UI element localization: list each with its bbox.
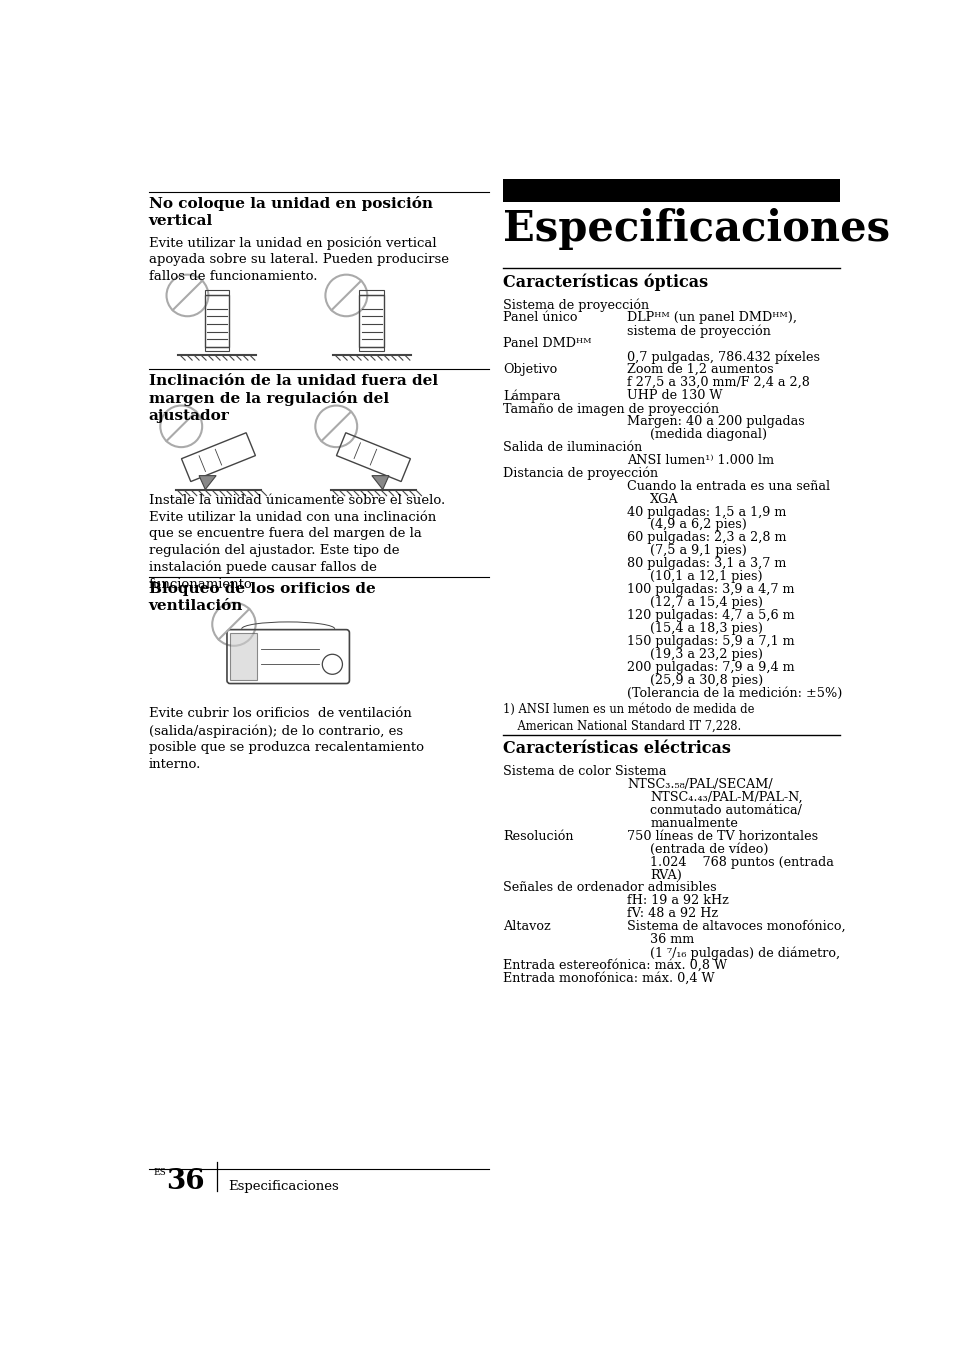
- Text: fH: 19 a 92 kHz: fH: 19 a 92 kHz: [626, 895, 728, 907]
- Text: ES: ES: [153, 1168, 166, 1176]
- Text: 120 pulgadas: 4,7 a 5,6 m: 120 pulgadas: 4,7 a 5,6 m: [626, 608, 794, 622]
- Text: XGA: XGA: [649, 492, 678, 506]
- Text: Sistema de altavoces monofónico,: Sistema de altavoces monofónico,: [626, 921, 844, 933]
- Bar: [359, 295, 384, 347]
- Text: Tamaño de imagen de proyección: Tamaño de imagen de proyección: [502, 402, 719, 415]
- Text: 36: 36: [166, 1168, 204, 1195]
- Text: Bloqueo de los orificios de
ventilación: Bloqueo de los orificios de ventilación: [149, 581, 375, 612]
- Text: (19,3 a 23,2 pies): (19,3 a 23,2 pies): [649, 648, 762, 661]
- Text: (12,7 a 15,4 pies): (12,7 a 15,4 pies): [649, 596, 762, 608]
- Bar: [502, 180, 840, 203]
- Text: (10,1 a 12,1 pies): (10,1 a 12,1 pies): [649, 571, 762, 583]
- Text: (15,4 a 18,3 pies): (15,4 a 18,3 pies): [649, 622, 762, 635]
- Text: Panel único: Panel único: [502, 311, 577, 324]
- Text: Características eléctricas: Características eléctricas: [502, 741, 730, 757]
- Text: NTSC₄.₄₃/PAL-M/PAL-N,: NTSC₄.₄₃/PAL-M/PAL-N,: [649, 791, 801, 804]
- Text: Salida de iluminación: Salida de iluminación: [502, 441, 641, 454]
- Text: conmutado automática/: conmutado automática/: [649, 804, 801, 817]
- Bar: [204, 291, 229, 295]
- Text: 36 mm: 36 mm: [649, 933, 694, 946]
- Text: 40 pulgadas: 1,5 a 1,9 m: 40 pulgadas: 1,5 a 1,9 m: [626, 506, 785, 519]
- Text: Altavoz: Altavoz: [502, 921, 550, 933]
- Polygon shape: [199, 476, 216, 489]
- Text: Margen: 40 a 200 pulgadas: Margen: 40 a 200 pulgadas: [626, 415, 803, 429]
- Bar: [230, 633, 257, 680]
- Text: 100 pulgadas: 3,9 a 4,7 m: 100 pulgadas: 3,9 a 4,7 m: [626, 583, 794, 596]
- Text: (1 ⁷/₁₆ pulgadas) de diámetro,: (1 ⁷/₁₆ pulgadas) de diámetro,: [649, 946, 840, 960]
- Text: Zoom de 1,2 aumentos: Zoom de 1,2 aumentos: [626, 364, 773, 376]
- Text: Características ópticas: Características ópticas: [502, 274, 707, 292]
- Bar: [359, 291, 384, 295]
- Text: DLPᴴᴹ (un panel DMDᴴᴹ),: DLPᴴᴹ (un panel DMDᴴᴹ),: [626, 311, 796, 324]
- Text: 150 pulgadas: 5,9 a 7,1 m: 150 pulgadas: 5,9 a 7,1 m: [626, 635, 794, 648]
- Text: fV: 48 a 92 Hz: fV: 48 a 92 Hz: [626, 907, 718, 921]
- Text: (25,9 a 30,8 pies): (25,9 a 30,8 pies): [649, 673, 762, 687]
- Polygon shape: [372, 476, 389, 489]
- Text: RVA): RVA): [649, 868, 681, 882]
- Text: manualmente: manualmente: [649, 817, 738, 830]
- Text: (Tolerancia de la medición: ±5%): (Tolerancia de la medición: ±5%): [626, 687, 841, 699]
- Text: 0,7 pulgadas, 786.432 píxeles: 0,7 pulgadas, 786.432 píxeles: [626, 350, 819, 364]
- Text: (7,5 a 9,1 pies): (7,5 a 9,1 pies): [649, 545, 746, 557]
- Text: 60 pulgadas: 2,3 a 2,8 m: 60 pulgadas: 2,3 a 2,8 m: [626, 531, 785, 545]
- Text: Evite cubrir los orificios  de ventilación
(salida/aspiración); de lo contrario,: Evite cubrir los orificios de ventilació…: [149, 707, 423, 771]
- Text: ANSI lumen¹⁾ 1.000 lm: ANSI lumen¹⁾ 1.000 lm: [626, 454, 773, 466]
- Text: No coloque la unidad en posición
vertical: No coloque la unidad en posición vertica…: [149, 196, 433, 228]
- Text: NTSC₃.₅₈/PAL/SECAM/: NTSC₃.₅₈/PAL/SECAM/: [626, 777, 772, 791]
- Bar: [204, 295, 229, 347]
- Text: Resolución: Resolución: [502, 830, 573, 842]
- Text: Entrada monofónica: máx. 0,4 W: Entrada monofónica: máx. 0,4 W: [502, 972, 714, 986]
- Text: f 27,5 a 33,0 mm/F 2,4 a 2,8: f 27,5 a 33,0 mm/F 2,4 a 2,8: [626, 376, 809, 389]
- Text: 200 pulgadas: 7,9 a 9,4 m: 200 pulgadas: 7,9 a 9,4 m: [626, 661, 794, 673]
- Text: Sistema de color Sistema: Sistema de color Sistema: [502, 765, 666, 777]
- Text: Lámpara: Lámpara: [502, 389, 560, 403]
- Text: Evite utilizar la unidad en posición vertical
apoyada sobre su lateral. Pueden p: Evite utilizar la unidad en posición ver…: [149, 237, 448, 283]
- Text: Distancia de proyección: Distancia de proyección: [502, 466, 658, 480]
- Text: Entrada estereofónica: máx. 0,8 W: Entrada estereofónica: máx. 0,8 W: [502, 959, 726, 972]
- Text: Inclinación de la unidad fuera del
margen de la regulación del
ajustador: Inclinación de la unidad fuera del marge…: [149, 375, 437, 423]
- Text: Señales de ordenador admisibles: Señales de ordenador admisibles: [502, 882, 716, 895]
- Text: 750 líneas de TV horizontales: 750 líneas de TV horizontales: [626, 830, 817, 842]
- Text: (entrada de vídeo): (entrada de vídeo): [649, 842, 768, 856]
- Bar: [204, 347, 229, 352]
- Text: (4,9 a 6,2 pies): (4,9 a 6,2 pies): [649, 518, 746, 531]
- Text: Instale la unidad únicamente sobre el suelo.
Evite utilizar la unidad con una in: Instale la unidad únicamente sobre el su…: [149, 493, 444, 591]
- Text: sistema de proyección: sistema de proyección: [626, 324, 770, 338]
- Text: UHP de 130 W: UHP de 130 W: [626, 389, 721, 402]
- Text: Especificaciones: Especificaciones: [228, 1180, 338, 1194]
- Text: Sistema de proyección: Sistema de proyección: [502, 299, 648, 312]
- Text: 1) ANSI lumen es un método de medida de
    American National Standard IT 7,228.: 1) ANSI lumen es un método de medida de …: [502, 703, 754, 733]
- Text: 1.024    768 puntos (entrada: 1.024 768 puntos (entrada: [649, 856, 833, 868]
- Text: Panel DMDᴴᴹ: Panel DMDᴴᴹ: [502, 338, 591, 350]
- Text: 80 pulgadas: 3,1 a 3,7 m: 80 pulgadas: 3,1 a 3,7 m: [626, 557, 785, 571]
- Text: Especificaciones: Especificaciones: [502, 208, 889, 250]
- Text: Objetivo: Objetivo: [502, 364, 557, 376]
- Bar: [359, 347, 384, 352]
- Text: (medida diagonal): (medida diagonal): [649, 427, 766, 441]
- Text: Cuando la entrada es una señal: Cuando la entrada es una señal: [626, 480, 829, 492]
